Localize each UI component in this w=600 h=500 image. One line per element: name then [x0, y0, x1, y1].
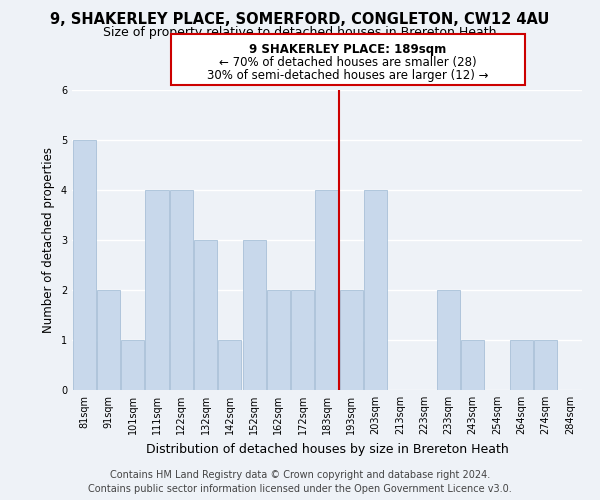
Text: ← 70% of detached houses are smaller (28): ← 70% of detached houses are smaller (28… — [219, 56, 477, 68]
Bar — [194, 240, 217, 390]
Bar — [218, 340, 241, 390]
Text: Size of property relative to detached houses in Brereton Heath: Size of property relative to detached ho… — [103, 26, 497, 39]
X-axis label: Distribution of detached houses by size in Brereton Heath: Distribution of detached houses by size … — [146, 442, 508, 456]
Text: 9, SHAKERLEY PLACE, SOMERFORD, CONGLETON, CW12 4AU: 9, SHAKERLEY PLACE, SOMERFORD, CONGLETON… — [50, 12, 550, 28]
Text: 9 SHAKERLEY PLACE: 189sqm: 9 SHAKERLEY PLACE: 189sqm — [250, 42, 446, 56]
Bar — [291, 290, 314, 390]
Bar — [170, 190, 193, 390]
Bar — [121, 340, 144, 390]
Text: Contains HM Land Registry data © Crown copyright and database right 2024.
Contai: Contains HM Land Registry data © Crown c… — [88, 470, 512, 494]
Bar — [364, 190, 387, 390]
Bar — [316, 190, 338, 390]
Bar — [461, 340, 484, 390]
Bar — [510, 340, 533, 390]
Y-axis label: Number of detached properties: Number of detached properties — [43, 147, 55, 333]
Bar — [145, 190, 169, 390]
Bar — [97, 290, 120, 390]
Bar — [340, 290, 363, 390]
Bar — [437, 290, 460, 390]
Bar — [73, 140, 95, 390]
Bar — [267, 290, 290, 390]
Bar — [534, 340, 557, 390]
Text: 30% of semi-detached houses are larger (12) →: 30% of semi-detached houses are larger (… — [207, 69, 489, 82]
Bar — [242, 240, 266, 390]
